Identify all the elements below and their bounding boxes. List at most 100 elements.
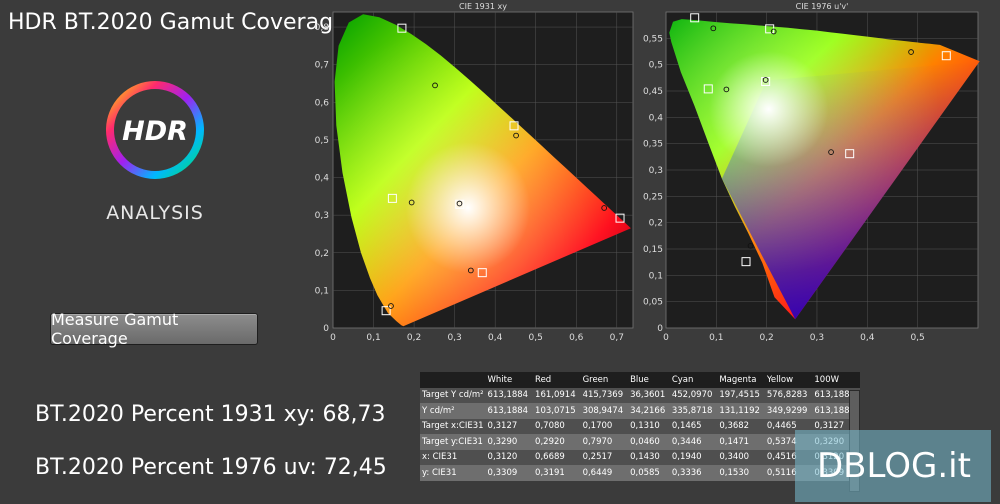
- table-cell: 0,1471: [717, 434, 765, 450]
- target-marker: [477, 268, 487, 278]
- y-tick-label: 0,6: [315, 98, 330, 108]
- target-marker: [741, 257, 751, 267]
- y-tick-label: 0,25: [643, 192, 663, 202]
- y-tick-label: 0,4: [649, 113, 664, 123]
- white-point-glow: [334, 14, 631, 327]
- chart-title: CIE 1976 u'v': [796, 2, 849, 11]
- table-cell: 0,1530: [717, 465, 765, 481]
- table-cell: 613,1884: [812, 387, 860, 403]
- y-tick-label: 0: [323, 324, 329, 334]
- measured-marker: [388, 303, 394, 309]
- table-cell: 0,3682: [717, 418, 765, 434]
- table-cell: 613,1884: [812, 403, 860, 419]
- table-row: Target x:CIE31 0,3127 0,7080 0,1700 0,1310 0,…: [420, 418, 860, 434]
- table-cell: 0,3290: [485, 434, 534, 450]
- x-tick-label: 0: [330, 333, 336, 343]
- table-cell: 0,1465: [669, 418, 718, 434]
- data-markers: [690, 13, 951, 267]
- x-tick-label: 0: [663, 333, 669, 343]
- measurement-table: White Red Green Blue Cyan Magenta Yellow 100W T…: [420, 372, 860, 481]
- table-cell: 0,0460: [628, 434, 670, 450]
- table-row: Y cd/m² 613,1884 103,0715 308,9474 34,2166 33…: [420, 403, 860, 419]
- table-cell: 0,6689: [533, 449, 581, 465]
- row-header: y: CIE31: [420, 465, 486, 481]
- table-cell: 576,8283: [764, 387, 813, 403]
- target-marker: [941, 51, 951, 61]
- table-cell: 103,0715: [533, 403, 581, 419]
- measure-gamut-button[interactable]: Measure Gamut Coverage: [50, 310, 258, 348]
- table-cell: 0,1940: [669, 449, 718, 465]
- table-cell: 161,0914: [533, 387, 581, 403]
- y-tick-label: 0,1: [649, 271, 663, 281]
- table-cell: 34,2166: [628, 403, 670, 419]
- target-marker: [387, 193, 397, 203]
- target-marker: [845, 149, 855, 159]
- target-marker: [397, 23, 407, 33]
- measured-marker: [770, 28, 777, 35]
- cie1976-chart: 0 0,1 0,2 0,3 0,4 0,5 0 0,05 0,1 0,15 0,2 0,25 0,3 0,…: [643, 2, 980, 343]
- x-tick-label: 0,2: [407, 333, 421, 343]
- table-cell: 0,0585: [628, 465, 670, 481]
- table-cell: 0,3400: [717, 449, 765, 465]
- y-tick-label: 0,3: [649, 166, 663, 176]
- measured-marker: [432, 82, 438, 89]
- y-tick-label: 0,45: [643, 87, 663, 97]
- column-header: Red: [533, 372, 581, 388]
- x-tick-label: 0,4: [860, 333, 875, 343]
- row-header: Y cd/m²: [420, 403, 486, 419]
- y-tick-label: 0,4: [315, 174, 330, 184]
- y-tick-label: 0,8: [315, 23, 330, 33]
- target-marker: [455, 199, 465, 209]
- target-marker: [381, 306, 391, 316]
- axis-ticks: 0 0,1 0,2 0,3 0,4 0,5 0 0,05 0,1 0,15 0,2 0,25 0,3 0,…: [643, 34, 925, 343]
- row-header: Target y:CIE31: [420, 434, 486, 450]
- chart-title: CIE 1931 xy: [459, 2, 507, 11]
- y-tick-label: 0,5: [315, 136, 329, 146]
- table-header-row: White Red Green Blue Cyan Magenta Yellow 100W: [420, 372, 860, 388]
- column-header: White: [485, 372, 534, 388]
- target-marker: [509, 121, 519, 131]
- table-cell: 335,8718: [669, 403, 718, 419]
- page-title: HDR BT.2020 Gamut Coverage: [8, 10, 347, 35]
- table-cell: 0,6449: [580, 465, 629, 481]
- table-cell: 415,7369: [580, 387, 629, 403]
- x-tick-label: 0,3: [447, 333, 461, 343]
- row-header: Target Y cd/m²: [420, 387, 486, 403]
- column-header: Blue: [628, 372, 670, 388]
- table-cell: 0,7970: [580, 434, 629, 450]
- table-cell: 197,4515: [717, 387, 765, 403]
- cie1931-chart: 0 0,1 0,2 0,3 0,4 0,5 0,6 0,7 0 0,1 0,2 0,3 0,4 0,5 0,…: [315, 2, 634, 343]
- table-row: Target y:CIE31 0,3290 0,2920 0,7970 0,0460 0,…: [420, 434, 860, 450]
- y-tick-label: 0,5: [649, 61, 663, 71]
- column-header: Cyan: [669, 372, 718, 388]
- column-header: Green: [580, 372, 629, 388]
- table-cell: 0,3446: [669, 434, 718, 450]
- column-header: Magenta: [717, 372, 765, 388]
- y-tick-label: 0,2: [649, 219, 663, 229]
- y-tick-label: 0,05: [643, 298, 663, 308]
- measured-marker: [513, 132, 519, 139]
- axis-ticks: 0 0,1 0,2 0,3 0,4 0,5 0,6 0,7 0 0,1 0,2 0,3 0,4 0,5 0,…: [315, 23, 624, 343]
- table-cell: 0,3309: [485, 465, 534, 481]
- x-tick-label: 0,2: [759, 333, 773, 343]
- x-tick-label: 0,4: [488, 333, 503, 343]
- table-cell: 0,2920: [533, 434, 581, 450]
- table-row: x: CIE31 0,3120 0,6689 0,2517 0,1430 0,1940 0,…: [420, 449, 860, 465]
- measured-marker: [747, 242, 754, 249]
- white-point-glow: [669, 19, 980, 320]
- table-cell: 0,3127: [485, 418, 534, 434]
- table-cell: 131,1192: [717, 403, 765, 419]
- table-cell: 613,1884: [485, 387, 534, 403]
- table-cell: 0,1430: [628, 449, 670, 465]
- table-cell: 613,1884: [485, 403, 534, 419]
- row-header: Target x:CIE31: [420, 418, 486, 434]
- result-1976-uv: BT.2020 Percent 1976 uv: 72,45: [35, 455, 387, 480]
- measured-marker: [828, 149, 834, 155]
- measured-marker: [908, 49, 914, 55]
- measured-marker: [467, 267, 474, 274]
- y-tick-label: 0,55: [643, 34, 663, 44]
- x-tick-label: 0,7: [610, 333, 624, 343]
- y-tick-label: 0,15: [643, 245, 663, 255]
- measured-marker: [408, 199, 415, 206]
- row-header: x: CIE31: [420, 449, 486, 465]
